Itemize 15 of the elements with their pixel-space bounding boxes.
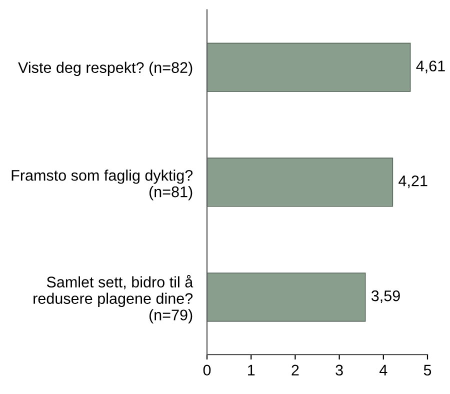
data-label: 3,59 xyxy=(371,290,400,304)
x-tick-label: 2 xyxy=(292,364,299,376)
x-tick-label: 4 xyxy=(380,364,388,376)
x-tick-label: 1 xyxy=(248,364,255,376)
y-tick-label: Viste deg respekt? (n=82) xyxy=(18,62,192,76)
data-label: 4,61 xyxy=(416,60,445,74)
bar xyxy=(207,272,366,322)
bar xyxy=(207,158,394,207)
y-tick-label: Samlet sett, bidro til å redusere plagene dine? (n=79) xyxy=(34,275,194,324)
y-tick-label: Framsto som faglig dyktig? (n=81) xyxy=(12,170,193,200)
bar xyxy=(207,42,411,92)
x-tick-label: 5 xyxy=(424,364,432,376)
data-label: 4,21 xyxy=(398,176,428,188)
x-tick-label: 3 xyxy=(336,364,343,376)
x-tick-label: 0 xyxy=(203,364,211,376)
